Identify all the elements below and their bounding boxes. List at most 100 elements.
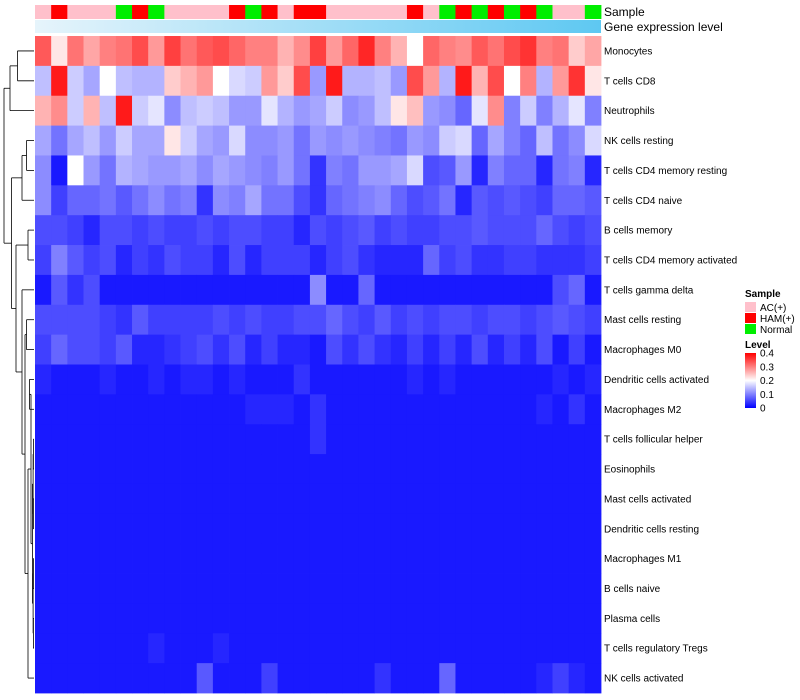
heatmap-cell [229, 483, 246, 515]
sample-annotation-cell [293, 5, 311, 19]
heatmap-cell [342, 245, 359, 276]
heatmap-cell [520, 36, 537, 67]
heatmap-cell [552, 36, 570, 67]
heatmap-cell [471, 603, 489, 634]
heatmap-cell [455, 513, 473, 545]
heatmap-cell [83, 394, 101, 425]
heatmap-cell [406, 274, 424, 306]
heatmap-cell [374, 274, 392, 306]
heatmap-cell [455, 65, 473, 97]
heatmap-cell [471, 424, 489, 455]
heatmap-cell [67, 543, 84, 574]
heatmap-cell [568, 245, 586, 276]
heatmap-cell [180, 424, 198, 455]
heatmap-cell [309, 513, 327, 545]
heatmap-cell [164, 573, 181, 604]
heatmap-cell [115, 215, 133, 246]
heatmap-cell [423, 483, 440, 515]
heatmap-cell [568, 513, 586, 545]
heatmap-cell [568, 36, 586, 67]
heatmap-cell [212, 603, 230, 634]
heatmap-cell [67, 573, 84, 604]
heatmap-cell [342, 304, 359, 336]
heatmap-cell [568, 394, 586, 425]
heatmap-cell [326, 663, 343, 694]
heatmap-cell [406, 543, 424, 574]
sample-annotation-cell [374, 5, 392, 19]
sample-annotation-cell [261, 5, 278, 19]
heatmap-cell [520, 274, 537, 306]
heatmap-cell [261, 125, 278, 156]
heatmap-cell [342, 663, 359, 694]
heatmap-cell [423, 36, 440, 67]
heatmap-cell [439, 483, 456, 515]
heatmap-cell [245, 603, 262, 634]
heatmap-cell [35, 543, 52, 574]
heatmap-cell [83, 36, 101, 67]
heatmap-cell [342, 394, 359, 425]
heatmap-cell [196, 364, 214, 395]
heatmap-cell [471, 95, 489, 126]
column-annotations [35, 5, 602, 33]
heatmap-cell [99, 394, 117, 425]
heatmap-cell [520, 185, 537, 216]
sample-annotation-cell [67, 5, 84, 19]
row-label: T cells CD8 [604, 76, 656, 87]
heatmap-cell [229, 36, 246, 67]
heatmap-cell [261, 155, 278, 186]
heatmap-cell [552, 483, 570, 515]
heatmap-cell [374, 245, 392, 276]
heatmap-cell [212, 185, 230, 216]
heatmap-cell [132, 95, 149, 126]
heatmap-cell [309, 274, 327, 306]
heatmap-cell [277, 215, 295, 246]
heatmap-cell [584, 543, 602, 574]
heatmap-cell [196, 483, 214, 515]
heatmap-cell [99, 245, 117, 276]
heatmap-cell [520, 364, 537, 395]
heatmap-cell [439, 274, 456, 306]
heatmap-cell [245, 633, 262, 664]
sample-annotation-cell [342, 5, 359, 19]
heatmap-cell [132, 663, 149, 694]
heatmap-cell [358, 483, 375, 515]
heatmap-cell [164, 364, 181, 395]
heatmap-cell [245, 573, 262, 604]
heatmap-cell [390, 543, 408, 574]
heatmap-cell [261, 573, 278, 604]
heatmap-cell [245, 36, 262, 67]
heatmap-cell [520, 334, 537, 365]
sample-annotation-cell [406, 5, 424, 19]
heatmap-cell [229, 155, 246, 186]
heatmap-cell [309, 483, 327, 515]
row-label: NK cells resting [604, 136, 673, 147]
heatmap-cell [35, 633, 52, 664]
heatmap-cell [584, 215, 602, 246]
heatmap-cell [584, 65, 602, 97]
heatmap-cell [261, 185, 278, 216]
heatmap-cell [51, 543, 68, 574]
heatmap-cell [51, 394, 68, 425]
heatmap-cell [35, 155, 52, 186]
heatmap-cell [164, 394, 181, 425]
heatmap-cell [83, 573, 101, 604]
heatmap-cell [245, 245, 262, 276]
heatmap-cell [439, 573, 456, 604]
heatmap-cell [293, 125, 311, 156]
heatmap-cell [99, 364, 117, 395]
heatmap-cell [180, 394, 198, 425]
heatmap-cell [293, 65, 311, 97]
heatmap-cell [309, 454, 327, 485]
heatmap-cell [83, 304, 101, 336]
heatmap-cell [83, 334, 101, 365]
heatmap-cell [67, 155, 84, 186]
heatmap-cell [196, 513, 214, 545]
heatmap-cell [229, 603, 246, 634]
heatmap-cell [67, 65, 84, 97]
heatmap-cell [358, 65, 375, 97]
heatmap-cell [487, 125, 505, 156]
heatmap-cell [245, 483, 262, 515]
heatmap-cell [180, 483, 198, 515]
heatmap-cell [115, 364, 133, 395]
heatmap-cell [503, 155, 521, 186]
